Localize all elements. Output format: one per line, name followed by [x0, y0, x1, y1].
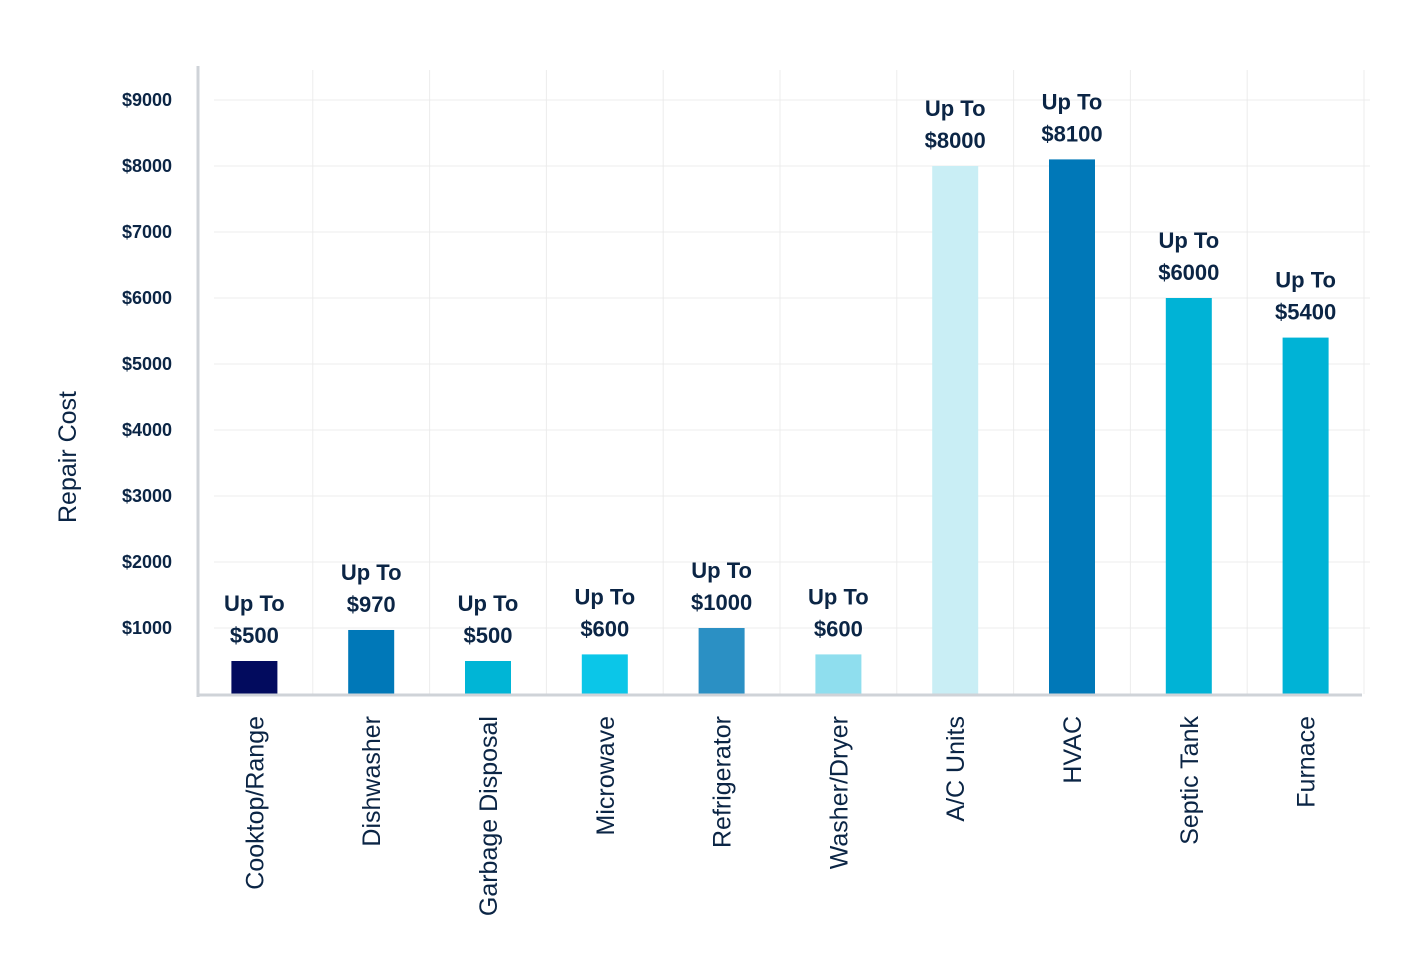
data-label-value: $970	[347, 592, 396, 617]
data-label-prefix: Up To	[691, 558, 752, 583]
y-tick-label: $9000	[122, 90, 172, 110]
y-tick-label: $5000	[122, 354, 172, 374]
data-labels: Up To $500 Up To $970 Up To $500 Up To $600 Up T…	[224, 89, 1336, 648]
x-tick-label: Garbage Disposal	[475, 716, 503, 916]
data-label-prefix: Up To	[1042, 89, 1103, 114]
data-label-prefix: Up To	[224, 591, 285, 616]
bar	[698, 628, 745, 694]
x-tick-labels: Cooktop/Range Dishwasher Garbage Disposal M…	[241, 716, 1320, 917]
bar	[932, 166, 979, 694]
x-tick-label: HVAC	[1059, 716, 1087, 784]
x-tick-label: Refrigerator	[709, 716, 737, 848]
data-label-prefix: Up To	[458, 591, 519, 616]
bar	[1165, 298, 1212, 694]
y-tick-label: $2000	[122, 552, 172, 572]
x-tick-label: A/C Units	[942, 716, 970, 822]
data-label-value: $6000	[1158, 260, 1219, 285]
data-label-value: $600	[580, 616, 629, 641]
bar	[348, 629, 395, 694]
data-label-value: $500	[230, 623, 279, 648]
y-axis-label: Repair Cost	[54, 391, 82, 523]
grid-lines	[214, 70, 1370, 694]
y-tick-label: $4000	[122, 420, 172, 440]
x-tick-label: Cooktop/Range	[241, 716, 269, 890]
bar	[465, 661, 511, 694]
y-tick-labels: $1000 $2000 $3000 $4000 $5000 $6000 $7000 $8000…	[122, 90, 172, 638]
data-label-prefix: Up To	[341, 560, 402, 585]
x-tick-label: Washer/Dryer	[825, 716, 853, 869]
bar	[815, 654, 862, 694]
y-tick-label: $6000	[122, 288, 172, 308]
bar	[1282, 337, 1329, 694]
x-tick-label: Microwave	[592, 716, 620, 835]
data-label-prefix: Up To	[1275, 268, 1336, 293]
y-tick-label: $7000	[122, 222, 172, 242]
bars-group	[231, 159, 1329, 694]
bar	[1049, 159, 1095, 694]
y-tick-label: $3000	[122, 486, 172, 506]
data-label-prefix: Up To	[574, 584, 635, 609]
y-tick-label: $1000	[122, 618, 172, 638]
data-label-value: $500	[464, 623, 513, 648]
x-tick-label: Furnace	[1293, 716, 1321, 808]
data-label-prefix: Up To	[808, 584, 869, 609]
x-tick-label: Septic Tank	[1176, 716, 1204, 845]
data-label-value: $8100	[1041, 121, 1102, 146]
data-label-value: $5400	[1275, 300, 1336, 325]
y-tick-label: $8000	[122, 156, 172, 176]
bar	[581, 654, 628, 694]
data-label-value: $600	[814, 616, 863, 641]
data-label-value: $8000	[925, 128, 986, 153]
data-label-prefix: Up To	[1158, 228, 1219, 253]
data-label-prefix: Up To	[925, 96, 986, 121]
axes	[196, 66, 1362, 697]
x-tick-label: Dishwasher	[358, 716, 386, 847]
bar	[231, 661, 278, 694]
data-label-value: $1000	[691, 590, 752, 615]
